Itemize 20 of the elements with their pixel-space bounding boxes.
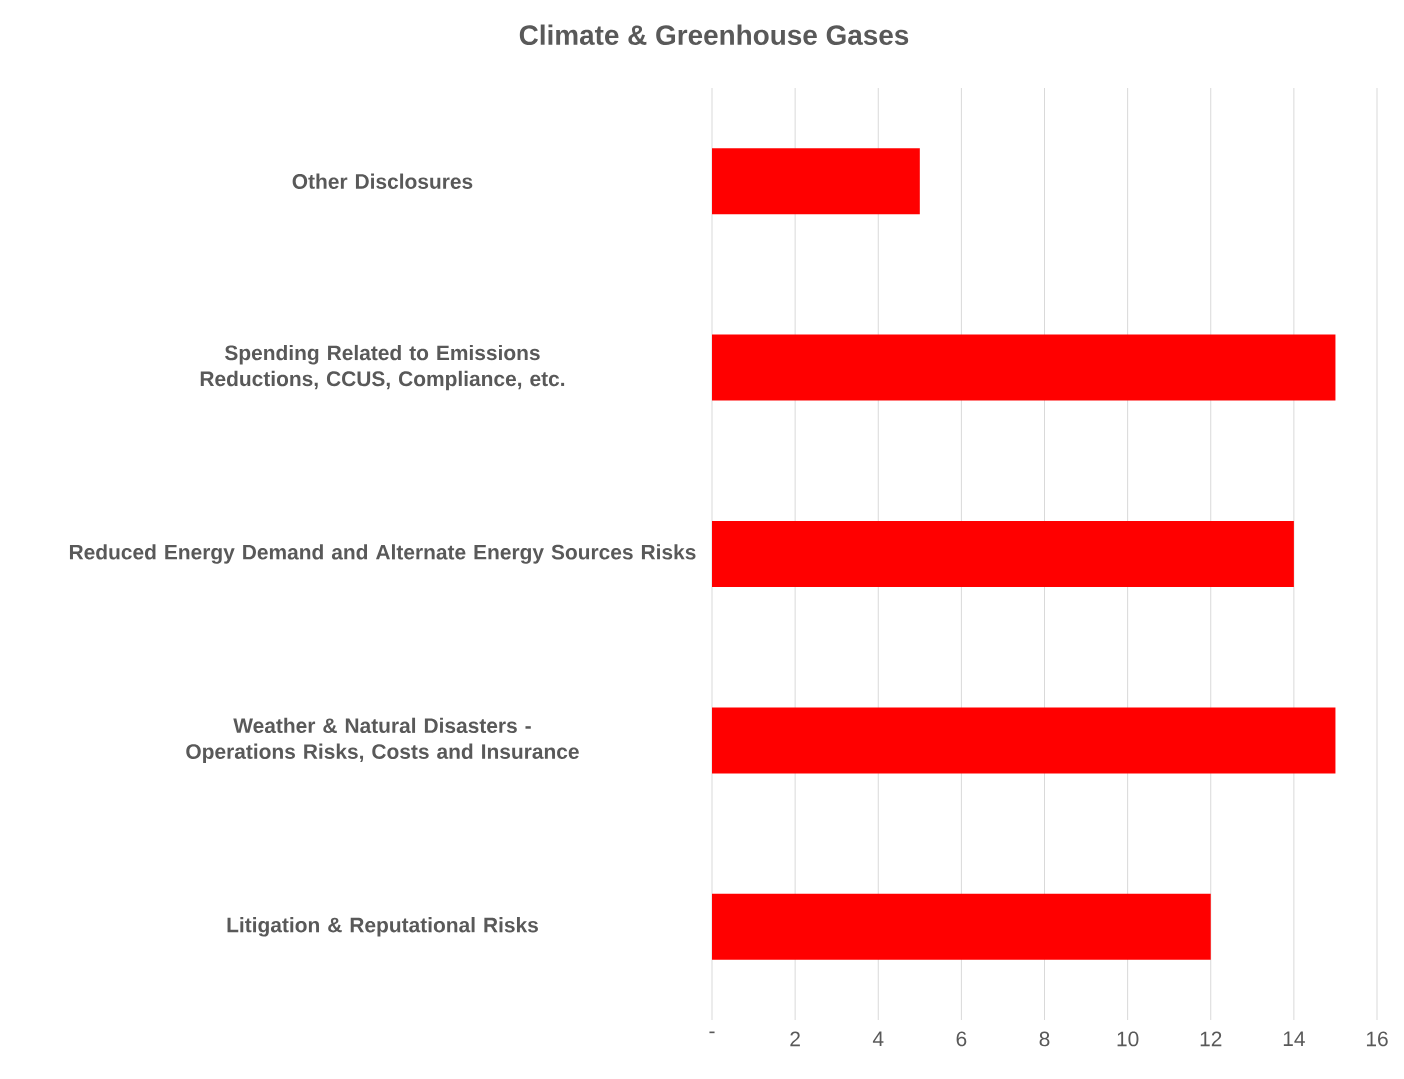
y-tick-label: Litigation & Reputational Risks <box>227 917 538 937</box>
y-tick-label: Reduced Energy Demand and Alternate Energy Sources Risks <box>69 544 696 564</box>
x-tick-label: 4 <box>872 1031 884 1046</box>
y-tick-label: Other Disclosures <box>292 173 473 189</box>
x-tick-label: 8 <box>1039 1031 1050 1047</box>
x-tick-label: 12 <box>1200 1031 1222 1047</box>
x-tick-label: 16 <box>1366 1031 1388 1047</box>
x-tick-label: 14 <box>1283 1031 1305 1046</box>
chart-title: Climate & Greenhouse Gases <box>519 24 909 45</box>
x-tick-label: 2 <box>790 1031 800 1047</box>
y-tick-label: Weather & Natural Disasters - Operations Risks, Costs and Insurance <box>186 717 579 764</box>
x-tick-label: - <box>709 1031 715 1034</box>
bar <box>712 521 1294 588</box>
bar <box>712 707 1336 774</box>
y-tick-label: Spending Related to Emissions Reductions, CCUS, Compliance, etc. <box>200 344 565 391</box>
bar <box>712 893 1211 960</box>
bar <box>712 148 920 215</box>
x-tick-label: 10 <box>1117 1031 1139 1047</box>
x-tick-label: 6 <box>956 1031 967 1047</box>
bar <box>712 334 1336 401</box>
